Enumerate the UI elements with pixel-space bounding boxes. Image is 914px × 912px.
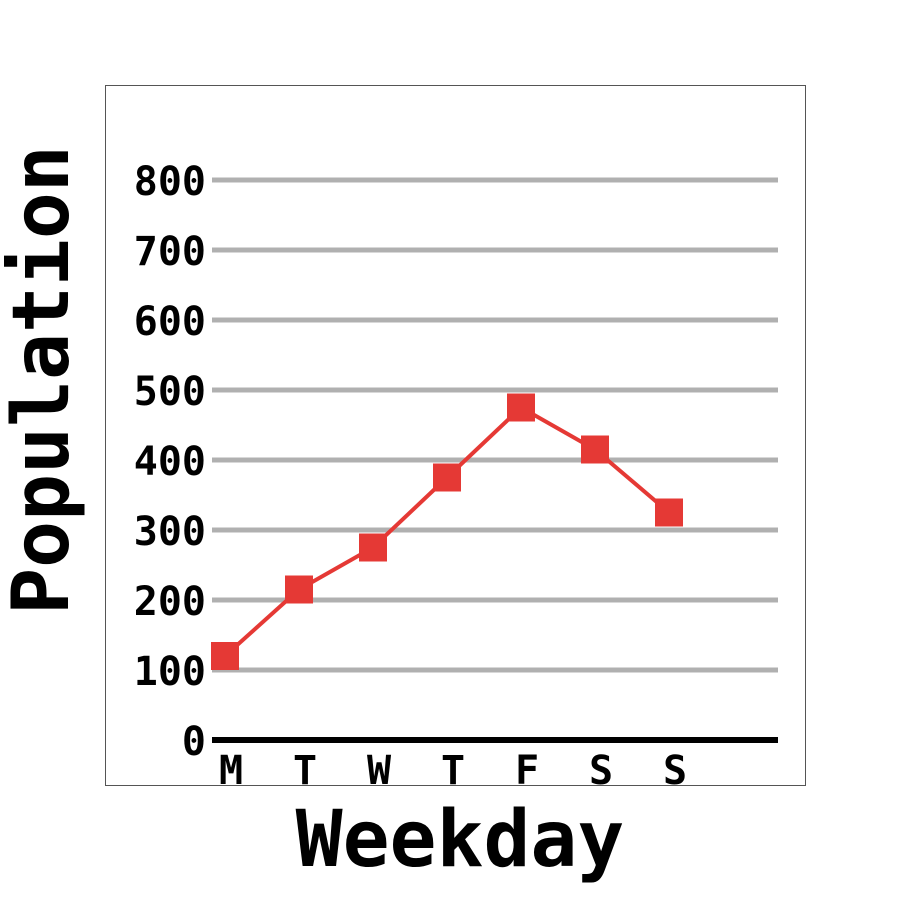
x-tick-label: F — [515, 748, 539, 794]
x-axis-title: Weekday — [296, 795, 625, 885]
data-point — [655, 498, 683, 527]
y-tick-label: 500 — [134, 369, 206, 415]
data-point — [433, 463, 461, 492]
x-tick-label: T — [441, 748, 465, 794]
y-tick-label: 100 — [134, 649, 206, 695]
x-tick-label: T — [293, 748, 317, 794]
y-tick-label: 300 — [134, 509, 206, 555]
y-tick-label: 200 — [134, 579, 206, 625]
data-point — [285, 575, 313, 604]
y-tick-labels: 0 100 200 300 400 500 600 700 800 — [134, 159, 206, 765]
x-tick-label: S — [663, 748, 687, 794]
x-tick-label: W — [367, 748, 392, 794]
y-tick-label: 700 — [134, 229, 206, 275]
data-point — [359, 533, 387, 562]
data-point — [507, 393, 535, 422]
series-layer — [211, 393, 683, 670]
data-point — [581, 435, 609, 464]
y-tick-label: 600 — [134, 299, 206, 345]
x-tick-label: S — [589, 748, 613, 794]
y-tick-label: 400 — [134, 439, 206, 485]
data-point — [211, 642, 239, 670]
plot-frame — [105, 85, 806, 786]
y-axis-title: Population — [0, 145, 87, 615]
y-tick-label: 0 — [182, 719, 206, 765]
y-tick-label: 800 — [134, 159, 206, 205]
x-tick-label: M — [219, 748, 243, 794]
